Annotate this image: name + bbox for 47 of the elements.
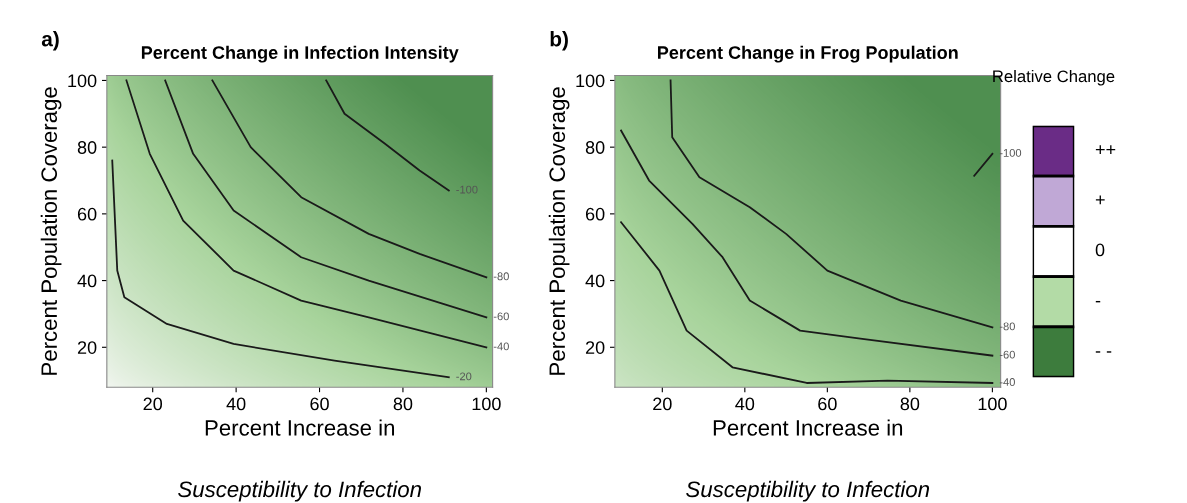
text: Percent Increase in Susceptibility to Infection [178, 419, 421, 502]
y-tick-label: 100 [576, 74, 605, 88]
line-series [620, 129, 994, 357]
chart-title: Percent Change in Frog Population [658, 45, 958, 63]
y-tick-label: 100 [68, 74, 97, 88]
line-series [125, 79, 488, 349]
series-label: -60 [493, 312, 509, 321]
y-axis-title: Percent Population Coverage [40, 87, 62, 375]
x-tick-label: 20 [653, 397, 672, 411]
x-tick-label: 100 [978, 397, 1007, 411]
y-tick-label: 80 [585, 141, 605, 154]
y-tick-label: 40 [77, 274, 97, 288]
x-tick-label: 80 [900, 397, 920, 411]
line-series [164, 79, 488, 319]
text: Relative Change [993, 69, 1115, 86]
series-label: -100 [456, 185, 478, 194]
y-tick-label: 60 [77, 207, 97, 221]
x-tick-label: 40 [226, 397, 246, 411]
series-label: -20 [456, 372, 472, 381]
y-tick-label: 80 [77, 141, 97, 154]
line-series [325, 79, 450, 192]
category-label: 0 [1095, 243, 1105, 257]
category-label: - - [1095, 351, 1112, 353]
category-label: - [1095, 300, 1101, 303]
x-tick-label: 80 [393, 397, 413, 411]
x-tick-label: 20 [143, 397, 163, 411]
x-tick-label: 40 [735, 397, 755, 411]
category-label: ++ [1095, 145, 1116, 154]
x-tick-label: 100 [472, 397, 501, 411]
text: Percent Increase in Susceptibility to Infection [686, 419, 930, 502]
category-label: + [1095, 195, 1105, 205]
line-series [111, 159, 450, 379]
text: b) [550, 31, 568, 51]
line-series [211, 79, 488, 279]
y-tick-label: 20 [77, 341, 97, 355]
series-label: -40 [493, 342, 509, 351]
y-axis-title: Percent Population Coverage [548, 87, 570, 375]
y-tick-label: 20 [585, 341, 605, 355]
line-series [620, 221, 994, 384]
x-tick-label: 60 [310, 397, 329, 411]
chart-title: Percent Change in Infection Intensity [141, 45, 459, 63]
text: a) [41, 31, 59, 51]
series-label: -80 [493, 272, 509, 281]
y-tick-label: 60 [585, 207, 605, 221]
line-series [669, 79, 994, 329]
x-tick-label: 60 [818, 397, 837, 411]
y-tick-label: 40 [585, 274, 605, 288]
